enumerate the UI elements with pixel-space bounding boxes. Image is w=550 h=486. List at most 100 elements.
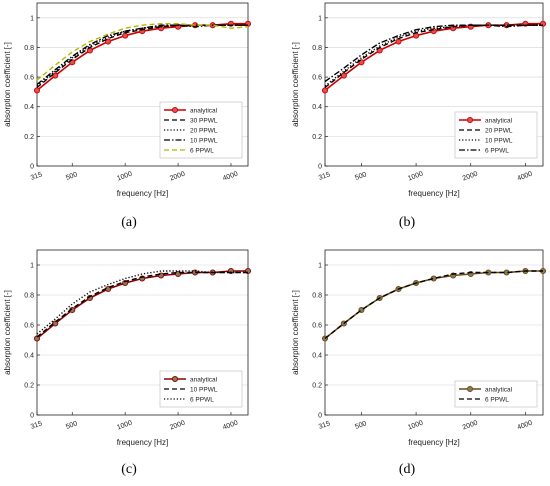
y-tick-label: 0 <box>318 164 322 171</box>
series-line-2 <box>36 24 248 89</box>
x-tick-label: 500 <box>65 420 78 431</box>
x-tick-label: 315 <box>30 171 43 182</box>
y-axis-label: absorption coefficient [-] <box>3 290 12 375</box>
y-tick-label: 0.6 <box>24 75 34 82</box>
y-tick-label: 0.8 <box>24 293 34 300</box>
panel-label-a: (a) <box>121 215 137 230</box>
legend-box <box>454 380 538 408</box>
data-point <box>33 335 41 342</box>
y-tick-label: 0.2 <box>24 383 34 390</box>
legend-label: 6 PPWL <box>485 397 509 404</box>
plot-frame <box>324 2 544 167</box>
legend-label: 10 PPWL <box>190 387 218 394</box>
x-tick-label: 315 <box>318 171 331 182</box>
series-line-5 <box>36 23 249 81</box>
data-point <box>321 87 329 94</box>
data-point <box>105 38 112 45</box>
x-tick-label: 2000 <box>169 420 186 432</box>
chart-1: 315 500 1000 2000 4000 0 0.2 0.4 0.6 0.8 1 frequenc… <box>3 2 252 198</box>
x-tick-label: 500 <box>354 171 367 182</box>
data-point <box>122 32 129 39</box>
legend-label: 6 PPWL <box>190 397 214 404</box>
y-tick-label: 1 <box>30 15 34 22</box>
legend-marker <box>466 116 474 124</box>
legend-label: analytical <box>190 108 218 115</box>
legend: analytical 20 PPWL 10 PPWL 6 PPWL <box>454 111 538 159</box>
y-tick-label: 0.8 <box>312 45 322 52</box>
series-line-4 <box>36 24 248 86</box>
chart-2: 315 500 1000 2000 4000 0 0.2 0.4 0.6 0.8 1 frequenc… <box>291 2 547 198</box>
x-axis-label: frequency [Hz] <box>408 438 460 447</box>
x-axis-label: frequency [Hz] <box>117 189 169 198</box>
data-point <box>395 38 402 45</box>
legend-label: analytical <box>485 387 513 394</box>
x-tick-label: 2000 <box>462 171 479 183</box>
x-axis-label: frequency [Hz] <box>408 189 460 198</box>
x-tick-label: 4000 <box>516 171 533 183</box>
x-tick-label: 2000 <box>462 420 479 432</box>
legend: analytical 6 PPWL <box>454 380 538 408</box>
x-tick-label: 315 <box>30 420 43 431</box>
y-tick-label: 1 <box>30 263 34 270</box>
y-tick-label: 1 <box>318 15 322 22</box>
data-point <box>52 72 59 79</box>
series-line-4 <box>324 24 543 83</box>
plot-frame <box>324 249 544 416</box>
y-axis-label: absorption coefficient [-] <box>3 42 12 127</box>
chart-3: 315 500 1000 2000 4000 0 0.2 0.4 0.6 0.8 1 frequenc… <box>3 249 252 447</box>
series-line-2 <box>36 271 248 338</box>
panel-label-b: (b) <box>398 215 416 230</box>
y-axis-label: absorption coefficient [-] <box>291 290 300 375</box>
panel-label-c: (c) <box>121 462 137 477</box>
x-tick-label: 4000 <box>222 420 239 432</box>
legend-marker <box>171 375 179 383</box>
y-tick-label: 0.2 <box>312 383 322 390</box>
x-tick-label: 1000 <box>407 420 424 432</box>
legend-label: analytical <box>485 118 513 125</box>
y-tick-label: 0 <box>318 413 322 420</box>
x-tick-label: 500 <box>354 420 367 431</box>
legend-label: 20 PPWL <box>485 128 513 135</box>
x-tick-label: 4000 <box>222 171 239 183</box>
panel-label-d: (d) <box>398 462 416 477</box>
y-tick-label: 0.6 <box>312 323 322 330</box>
legend: analytical 30 PPWL 20 PPWL 10 PPWL 6 PPWL <box>159 101 243 159</box>
x-tick-label: 500 <box>65 171 78 182</box>
y-tick-label: 0.4 <box>24 104 34 111</box>
legend-label: analytical <box>190 377 218 384</box>
legend-label: 10 PPWL <box>190 138 218 145</box>
data-point <box>52 320 59 327</box>
x-tick-label: 2000 <box>169 171 186 183</box>
legend-label: 30 PPWL <box>190 118 218 125</box>
legend-label: 10 PPWL <box>485 138 513 145</box>
data-point <box>340 72 347 79</box>
legend-marker <box>171 106 179 114</box>
legend-label: 6 PPWL <box>190 148 214 155</box>
y-tick-label: 0.2 <box>312 134 322 141</box>
y-tick-label: 0 <box>30 164 34 171</box>
x-axis-label: frequency [Hz] <box>117 438 169 447</box>
y-axis-label: absorption coefficient [-] <box>291 42 300 127</box>
y-tick-label: 0.4 <box>312 104 322 111</box>
data-point <box>33 87 41 94</box>
y-tick-label: 1 <box>318 263 322 270</box>
y-tick-label: 0.4 <box>312 353 322 360</box>
y-tick-label: 0.8 <box>312 293 322 300</box>
series-line-2 <box>324 24 543 89</box>
chart-4: 315 500 1000 2000 4000 0 0.2 0.4 0.6 0.8 1 frequenc… <box>291 249 547 447</box>
y-tick-label: 0.8 <box>24 45 34 52</box>
x-tick-label: 1000 <box>116 420 133 432</box>
legend-marker <box>466 385 474 393</box>
x-tick-label: 1000 <box>407 171 424 183</box>
series-line-3 <box>324 24 543 87</box>
x-tick-label: 4000 <box>516 420 533 432</box>
y-tick-label: 0.6 <box>24 323 34 330</box>
y-tick-label: 0.2 <box>24 134 34 141</box>
y-tick-label: 0.6 <box>312 75 322 82</box>
y-tick-label: 0 <box>30 413 34 420</box>
legend-label: 20 PPWL <box>190 128 218 135</box>
y-tick-label: 0.4 <box>24 353 34 360</box>
legend: analytical 10 PPWL 6 PPWL <box>159 370 243 408</box>
x-tick-label: 315 <box>318 420 331 431</box>
